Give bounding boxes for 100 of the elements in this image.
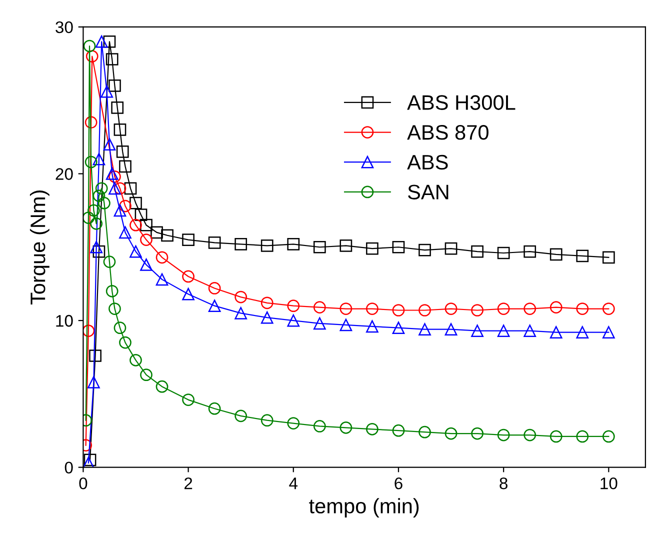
x-tick-label: 8 [500,477,508,490]
point [313,301,326,314]
point [418,323,431,336]
point [140,234,152,246]
point [287,238,300,250]
point [88,376,100,388]
point [444,242,458,255]
point [111,102,124,114]
point [119,200,132,212]
x-tick-label: 4 [289,478,298,490]
point [92,245,106,258]
point [90,217,103,230]
point [90,240,103,254]
point [130,245,142,258]
point [550,301,562,314]
point [84,156,98,168]
point [576,250,589,262]
legend-label: ABS H300L [407,95,516,110]
point [140,218,152,232]
point [418,244,431,256]
point [119,336,132,349]
point [602,302,615,315]
point [340,318,352,332]
point [234,290,248,304]
point [392,424,405,437]
point [140,368,152,382]
point [260,311,274,324]
point [444,323,458,336]
point [366,422,378,436]
point [366,320,378,333]
point [287,314,300,327]
point [313,420,326,432]
point [130,196,142,210]
point [103,138,116,151]
legend-label: ABS [407,154,448,170]
point [313,240,326,254]
point [550,430,562,443]
x-tick-label: 0 [79,477,88,490]
point [103,256,116,268]
point [114,204,126,217]
point [114,124,126,136]
x-axis-title: tempo (min) [309,498,419,518]
point [108,182,121,195]
point [497,302,510,315]
point [208,236,221,249]
point [234,307,248,320]
point [208,300,221,312]
point [114,182,126,195]
point [100,85,114,98]
y-tick-label: 20 [56,168,73,180]
point [83,324,95,337]
point [471,427,484,440]
point [208,282,221,294]
point [156,380,168,393]
point [130,354,142,366]
point [106,53,118,66]
point [576,326,589,338]
point [418,304,431,316]
point [471,304,484,316]
point [287,417,300,430]
point [92,190,106,202]
point [95,182,108,195]
point [340,422,352,434]
point [260,296,274,310]
point [86,50,98,62]
point [550,326,562,338]
point [88,204,100,217]
y-tick-label: 30 [56,21,73,34]
point [108,79,121,92]
point [340,302,352,315]
point [106,284,118,298]
point [234,238,248,250]
point [161,229,174,242]
point [98,196,110,210]
point [150,226,163,239]
legend-label: ABS 870 [407,125,488,140]
point [392,240,405,254]
x-tick-label: 2 [184,477,192,490]
point [444,302,458,315]
point [340,239,352,252]
point [260,414,274,427]
point [392,322,405,334]
point [116,146,129,158]
point [103,35,116,48]
point [497,324,510,337]
point [156,251,168,264]
point [524,245,536,258]
point [83,456,95,468]
legend-label: SAN [408,184,448,200]
point [124,182,137,195]
point [182,270,194,283]
y-tick-label: 0 [64,462,73,474]
y-axis-title: Torque (Nm) [30,190,50,305]
point [576,302,589,315]
point [524,428,536,442]
point [134,208,148,222]
point [234,410,248,422]
point [114,322,126,334]
point [108,302,121,315]
point [313,317,326,330]
